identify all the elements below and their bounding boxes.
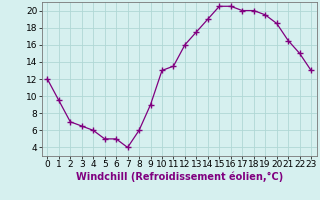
X-axis label: Windchill (Refroidissement éolien,°C): Windchill (Refroidissement éolien,°C) bbox=[76, 172, 283, 182]
